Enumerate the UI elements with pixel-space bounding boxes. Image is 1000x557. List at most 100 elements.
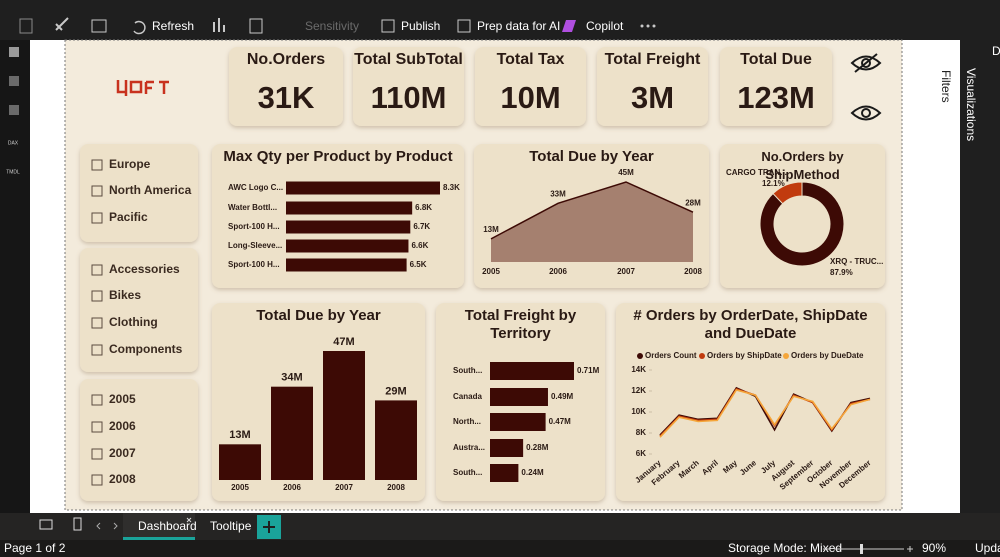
dax-view-icon[interactable]: DAX: [8, 140, 19, 146]
chart-title: Total Due by Year: [256, 307, 381, 324]
slicer-checkbox[interactable]: [91, 159, 103, 171]
kpi-label: Total SubTotal: [354, 51, 463, 68]
slicer-checkbox[interactable]: [91, 290, 103, 302]
slicer-item[interactable]: 2005: [109, 392, 136, 406]
slicer-item[interactable]: 2007: [109, 446, 136, 460]
active-tab[interactable]: [123, 513, 195, 540]
tab-scroll[interactable]: [96, 522, 118, 530]
report-view-icon[interactable]: [9, 47, 19, 57]
show-icon[interactable]: [850, 105, 882, 121]
more-icon[interactable]: [640, 24, 656, 28]
slicer-item[interactable]: 2006: [109, 419, 136, 433]
x-tick-label: 2007: [617, 267, 635, 276]
desktop-view-icon[interactable]: [39, 519, 53, 530]
area: [491, 182, 693, 262]
table-view-icon[interactable]: [9, 76, 19, 86]
slicer-item[interactable]: Components: [109, 342, 183, 356]
update-notice[interactable]: Updat: [975, 541, 1000, 555]
data-label: 33M: [550, 189, 566, 198]
slicer-item[interactable]: 2008: [109, 472, 136, 486]
chart-card: [616, 303, 885, 501]
slicer-item[interactable]: Bikes: [109, 288, 141, 302]
bar: [286, 220, 411, 234]
logo: [116, 80, 169, 96]
bar: [286, 201, 413, 215]
tmdl-view-icon[interactable]: TMDL: [6, 169, 20, 175]
page-tab[interactable]: Tooltipe: [210, 519, 252, 533]
bar: [490, 439, 524, 457]
filters-pane[interactable]: [930, 40, 960, 513]
toolbar-button[interactable]: Copilot: [586, 19, 624, 33]
plus-icon: [263, 521, 275, 533]
category-label: Canada: [453, 392, 482, 401]
data-label: 13M: [483, 225, 499, 234]
slicer-item[interactable]: Accessories: [109, 262, 180, 276]
kpi-label: Total Tax: [497, 51, 565, 68]
visualizations-pane-label[interactable]: Visualizations: [964, 68, 978, 141]
legend-marker: [783, 353, 789, 359]
legend-label: Orders by DueDate: [791, 351, 864, 360]
zoom-thumb[interactable]: [860, 544, 863, 554]
visualizations-pane[interactable]: [960, 40, 1000, 513]
status-bar: [0, 540, 1000, 557]
close-tab[interactable]: [186, 517, 192, 523]
kpi-value: 123M: [737, 80, 815, 115]
bar: [490, 388, 548, 406]
chart-title: Total Freight by Territory: [464, 307, 577, 342]
bar: [286, 239, 409, 253]
slicer-item[interactable]: North America: [109, 183, 192, 197]
chart-title: No.Orders by ShipMethod: [761, 149, 844, 182]
slicer-item[interactable]: Pacific: [109, 210, 148, 224]
kpi-value: 31K: [258, 80, 315, 115]
slicer-checkbox[interactable]: [91, 394, 103, 406]
kpi-card: [720, 47, 832, 126]
chart-title: # Orders by OrderDate, ShipDate and DueD…: [633, 307, 868, 342]
slicer-checkbox[interactable]: [91, 474, 103, 486]
toolbar-button[interactable]: Prep data for AI: [477, 19, 560, 33]
calc-icon[interactable]: [249, 18, 263, 34]
data-label: 6.8K: [415, 203, 432, 212]
page-tab[interactable]: Dashboard: [138, 519, 197, 533]
category-label: Long-Sleeve...: [228, 241, 282, 250]
slicer-checkbox[interactable]: [91, 448, 103, 460]
paste-icon: [19, 18, 33, 34]
toolbar-button[interactable]: Publish: [401, 19, 440, 33]
filters-pane-label[interactable]: Filters: [939, 70, 953, 103]
bar: [490, 413, 546, 431]
zoom-slider[interactable]: [823, 546, 913, 552]
slicer-checkbox[interactable]: [91, 185, 103, 197]
slicer-checkbox[interactable]: [91, 344, 103, 356]
toolbar-button[interactable]: Refresh: [152, 19, 194, 33]
legend-marker: [699, 353, 705, 359]
prep-icon[interactable]: [457, 19, 471, 33]
toolbar-button[interactable]: Sensitivity: [305, 19, 359, 33]
slicer-checkbox[interactable]: [91, 317, 103, 329]
slicer-item[interactable]: Europe: [109, 157, 151, 171]
hide-icon[interactable]: [850, 53, 882, 73]
mobile-view-icon[interactable]: [73, 517, 82, 531]
kpi-value: 10M: [500, 80, 560, 115]
chart-card: [720, 144, 885, 288]
slicer-card: [80, 144, 198, 242]
copilot-icon[interactable]: [562, 20, 576, 32]
line: [659, 389, 871, 438]
storage-mode: Storage Mode: Mixed: [728, 541, 842, 555]
visual-icon[interactable]: [213, 18, 225, 32]
slicer-checkbox[interactable]: [91, 212, 103, 224]
slicer-checkbox[interactable]: [91, 421, 103, 433]
bar: [286, 258, 407, 272]
data-icon[interactable]: [91, 19, 107, 33]
slicer-item[interactable]: Clothing: [109, 315, 158, 329]
y-tick-label: 10K: [631, 407, 646, 416]
refresh-icon[interactable]: [133, 20, 146, 35]
x-tick-label: 2008: [387, 483, 405, 492]
publish-icon[interactable]: [381, 19, 395, 33]
kpi-value: 3M: [631, 80, 674, 115]
model-view-icon[interactable]: [9, 105, 19, 115]
format-icon: [55, 17, 69, 31]
x-tick-label: 2005: [482, 267, 500, 276]
slicer-checkbox[interactable]: [91, 264, 103, 276]
kpi-card: [475, 47, 586, 126]
kpi-value: 110M: [371, 80, 447, 115]
data-label: 29M: [385, 385, 406, 397]
